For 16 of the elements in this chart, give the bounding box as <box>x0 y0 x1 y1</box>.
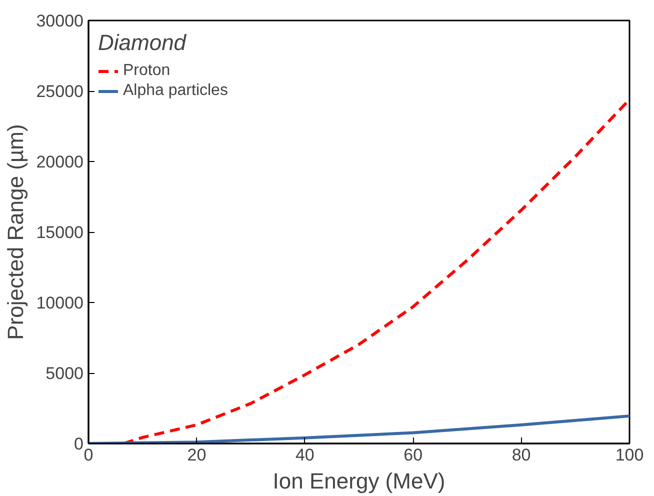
x-tick-label: 20 <box>187 446 206 464</box>
x-tick-label: 40 <box>295 446 314 464</box>
legend-label: Proton <box>123 62 170 80</box>
y-tick-label: 25000 <box>36 82 84 101</box>
y-tick-label: 30000 <box>36 12 84 30</box>
x-axis-title: Ion Energy (MeV) <box>272 468 446 494</box>
legend-title: Diamond <box>98 30 188 56</box>
y-tick-label: 15000 <box>36 223 84 242</box>
y-axis-title: Projected Range (µm) <box>3 124 28 340</box>
x-tick-label: 80 <box>512 446 531 464</box>
y-tick-label: 5000 <box>46 364 84 383</box>
x-tick-label: 60 <box>404 446 423 464</box>
x-tick-label: 100 <box>615 446 644 464</box>
y-tick-label: 10000 <box>36 294 84 312</box>
legend-label: Alpha particles <box>123 82 228 100</box>
y-tick-label: 20000 <box>36 152 84 172</box>
